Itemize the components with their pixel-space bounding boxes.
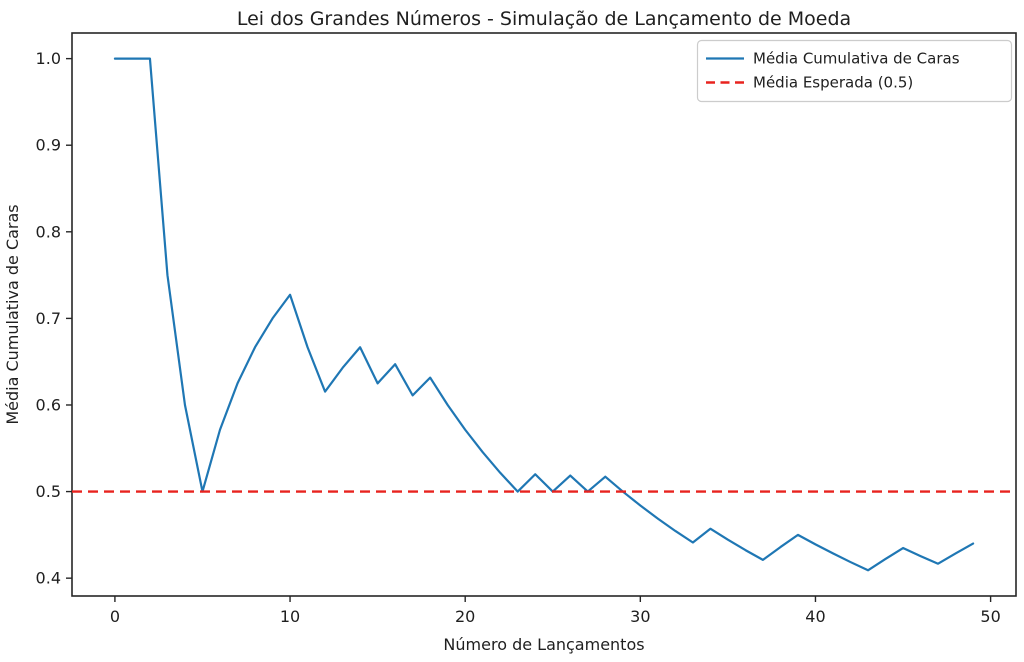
y-tick-label: 0.8	[36, 222, 61, 241]
y-axis-label: Média Cumulativa de Caras	[3, 204, 22, 424]
cumulative-mean-line	[113, 57, 975, 572]
plot-border	[71, 32, 1017, 597]
x-tick-label: 0	[110, 607, 120, 626]
x-tick-label: 20	[455, 607, 475, 626]
x-tick-label: 30	[630, 607, 650, 626]
legend-box	[696, 39, 1013, 103]
legend: Média Cumulativa de Caras Média Esperada…	[696, 39, 1013, 103]
y-tick-label: 0.9	[36, 136, 61, 155]
x-tick-label: 10	[280, 607, 300, 626]
axes-layer: 0 10 20 30 40 50 0.4 0.5 0.6 0.7 0.8 0.9 1.0	[36, 32, 1017, 626]
x-tick-label: 40	[805, 607, 825, 626]
legend-label-cumulative: Média Cumulativa de Caras	[753, 50, 960, 68]
y-tick-label: 0.5	[36, 482, 61, 501]
y-tick-label: 0.6	[36, 395, 61, 414]
x-axis-label: Número de Lançamentos	[443, 635, 644, 654]
legend-label-expected: Média Esperada (0.5)	[753, 74, 913, 92]
y-tick-label: 1.0	[36, 49, 61, 68]
x-tick-label: 50	[980, 607, 1000, 626]
chart-title: Lei dos Grandes Números - Simulação de L…	[237, 8, 851, 30]
series-layer	[72, 57, 1016, 572]
y-tick-label: 0.7	[36, 309, 61, 328]
y-tick-label: 0.4	[36, 569, 61, 588]
